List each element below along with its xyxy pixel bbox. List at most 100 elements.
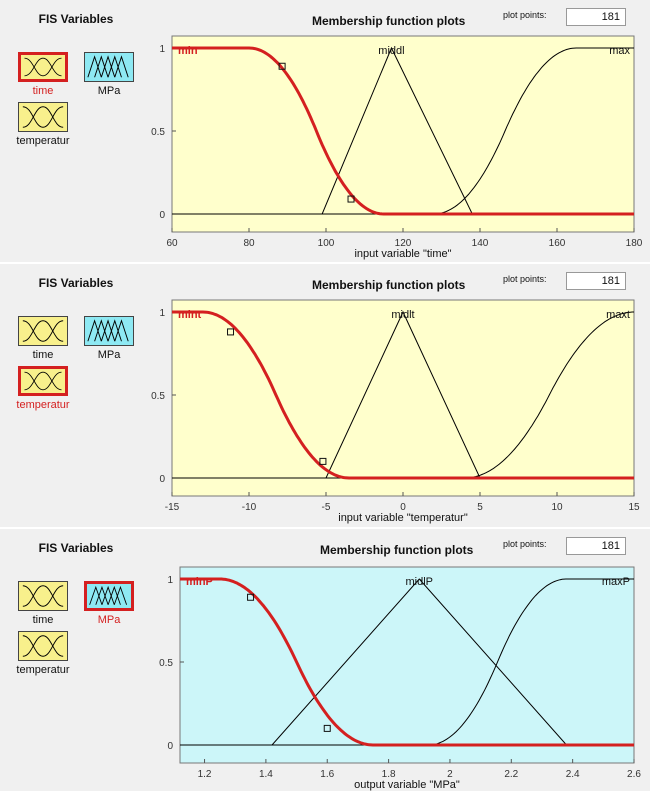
x-tick-label: 160	[549, 238, 566, 249]
fis-panel: FIS Variables time MPa temperatur Membership…	[0, 264, 650, 527]
y-tick-label: 0.5	[159, 658, 173, 669]
mf-label-maxt: maxt	[606, 309, 630, 321]
x-axis-label: input variable "temperatur"	[338, 512, 468, 524]
plot-area	[179, 566, 635, 764]
output-membership-icon	[87, 319, 129, 342]
x-tick-label: 10	[551, 502, 563, 513]
mf-label-maxP: maxP	[602, 576, 630, 588]
variable-time-label: time	[32, 85, 54, 97]
y-tick-label: 1	[167, 575, 173, 586]
mf-label-max: max	[609, 45, 630, 57]
plot-area	[171, 35, 635, 233]
x-tick-label: 1.4	[259, 769, 273, 780]
x-tick-label: -15	[165, 502, 180, 513]
mf-handle[interactable]	[227, 328, 235, 336]
input-membership-icon	[22, 106, 64, 128]
plot-points-label: plot points:	[503, 539, 547, 549]
x-tick-label: 100	[318, 238, 335, 249]
fis-variables-title: FIS Variables	[38, 12, 114, 26]
fis-panel: FIS Variables time MPa temperatur Membership…	[0, 529, 650, 791]
fis-panel: FIS Variables time MPa temperatur Membership…	[0, 0, 650, 262]
mf-label-min: min	[178, 45, 198, 57]
mf-label-midlt: midlt	[391, 309, 414, 321]
variable-time-button[interactable]	[18, 581, 68, 611]
mf-handle[interactable]	[347, 195, 355, 203]
input-membership-icon	[24, 371, 62, 391]
variable-time-label: time	[32, 349, 54, 361]
mf-handle[interactable]	[247, 593, 255, 601]
y-tick-label: 1	[159, 308, 165, 319]
plot-points-field[interactable]: 181	[566, 272, 626, 290]
y-tick-label: 1	[159, 44, 165, 55]
x-tick-label: 2.2	[504, 769, 518, 780]
mf-handle[interactable]	[278, 62, 286, 70]
plot-points-label: plot points:	[503, 10, 547, 20]
membership-plots-title: Membership function plots	[312, 278, 466, 292]
plot-points-label: plot points:	[503, 274, 547, 284]
x-tick-label: 1.8	[382, 769, 396, 780]
x-tick-label: 180	[626, 238, 643, 249]
output-membership-icon	[87, 55, 129, 78]
input-membership-icon	[24, 57, 62, 77]
y-tick-label: 0.5	[151, 391, 165, 402]
x-axis-label: input variable "time"	[354, 248, 452, 260]
mf-label-middl: middl	[378, 45, 404, 57]
x-tick-label: 2.6	[627, 769, 641, 780]
x-tick-label: 0	[400, 502, 406, 513]
y-tick-label: 0	[159, 474, 165, 485]
membership-plots-title: Membership function plots	[312, 14, 466, 28]
variable-time-button[interactable]	[18, 316, 68, 346]
membership-function-plot[interactable]: 0 0.5 1 -15 -10 -5 0 5 10 15 mint midlt maxt	[0, 264, 650, 527]
mf-curve-minP[interactable]	[180, 577, 634, 747]
y-tick-label: 0	[167, 741, 173, 752]
y-tick-label: 0	[159, 210, 165, 221]
x-tick-label: 80	[243, 238, 255, 249]
variable-temperatur-button[interactable]	[18, 366, 68, 396]
x-axis-label: output variable "MPa"	[354, 779, 460, 791]
x-tick-label: 2.4	[566, 769, 580, 780]
x-tick-label: 120	[395, 238, 412, 249]
variable-temperatur-button[interactable]	[18, 631, 68, 661]
variable-mpa-label: MPa	[97, 614, 121, 626]
x-tick-label: 2	[447, 769, 453, 780]
x-tick-label: 1.6	[320, 769, 334, 780]
input-membership-icon	[22, 320, 64, 342]
x-tick-label: 5	[477, 502, 483, 513]
membership-function-plot[interactable]: 0 0.5 1 1.2 1.4 1.6 1.8 2 2.2 2.4 2.6 minP midlP maxP	[0, 529, 650, 791]
variable-temperatur-label: temperatur	[16, 664, 70, 676]
variable-mpa-label: MPa	[97, 85, 121, 97]
variable-temperatur-button[interactable]	[18, 102, 68, 132]
x-tick-label: 60	[166, 238, 178, 249]
x-tick-label: 140	[472, 238, 489, 249]
x-tick-label: 1.2	[198, 769, 212, 780]
mf-handle[interactable]	[319, 457, 327, 465]
variable-mpa-button[interactable]	[84, 581, 134, 611]
mf-label-midlP: midlP	[406, 576, 434, 588]
mf-handle[interactable]	[323, 724, 331, 732]
variable-temperatur-label: temperatur	[16, 399, 70, 411]
variable-mpa-button[interactable]	[84, 52, 134, 82]
fis-variables-title: FIS Variables	[38, 276, 114, 290]
mf-curve-mint[interactable]	[172, 310, 634, 480]
plot-points-field[interactable]: 181	[566, 537, 626, 555]
membership-plots-title: Membership function plots	[320, 543, 474, 557]
input-membership-icon	[22, 585, 64, 607]
x-tick-label: 15	[628, 502, 640, 513]
variable-time-label: time	[32, 614, 54, 626]
output-membership-icon	[89, 585, 128, 605]
x-tick-label: -5	[322, 502, 331, 513]
plot-area	[171, 299, 635, 497]
fis-variables-title: FIS Variables	[38, 541, 114, 555]
input-membership-icon	[22, 635, 64, 657]
variable-mpa-label: MPa	[97, 349, 121, 361]
variable-temperatur-label: temperatur	[16, 135, 70, 147]
mf-curve-min[interactable]	[172, 46, 634, 216]
plot-points-field[interactable]: 181	[566, 8, 626, 26]
y-tick-label: 0.5	[151, 127, 165, 138]
mf-label-mint: mint	[178, 309, 202, 321]
mf-label-minP: minP	[186, 576, 213, 588]
variable-mpa-button[interactable]	[84, 316, 134, 346]
x-tick-label: -10	[242, 502, 257, 513]
variable-time-button[interactable]	[18, 52, 68, 82]
